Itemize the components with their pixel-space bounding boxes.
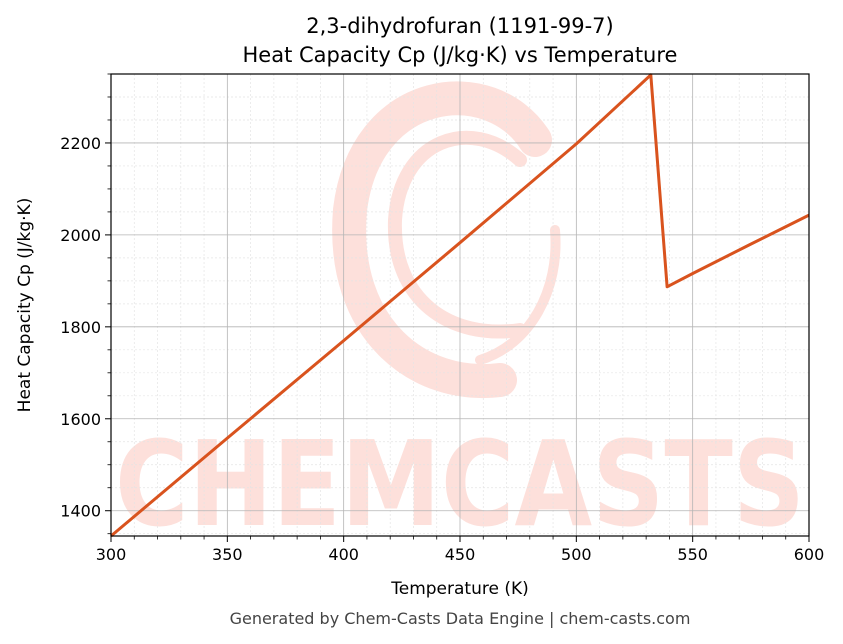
y-tick-label: 1400 [60,502,101,521]
footer-credit: Generated by Chem-Casts Data Engine | ch… [230,609,691,628]
x-tick-label: 600 [794,545,825,564]
x-tick-label: 350 [212,545,243,564]
x-tick-label: 500 [561,545,592,564]
y-tick-label: 2000 [60,226,101,245]
x-tick-label: 400 [328,545,359,564]
y-tick-label: 1600 [60,410,101,429]
x-tick-label: 300 [96,545,127,564]
watermark-logo-icon [332,81,561,399]
x-tick-label: 550 [677,545,708,564]
y-axis: 1400 1600 1800 2000 2200 [60,73,111,535]
series-line [110,73,810,538]
x-axis-label: Temperature (K) [390,579,529,599]
x-tick-label: 450 [445,545,476,564]
chart-title: 2,3-dihydrofuran (1191-99-7) [306,14,613,38]
y-axis-label: Heat Capacity Cp (J/kg·K) [15,198,35,413]
y-tick-label: 1800 [60,318,101,337]
chart-subtitle: Heat Capacity Cp (J/kg·K) vs Temperature [243,43,678,67]
x-axis: 300 350 400 450 500 550 600 [96,536,825,564]
y-tick-label: 2200 [60,134,101,153]
